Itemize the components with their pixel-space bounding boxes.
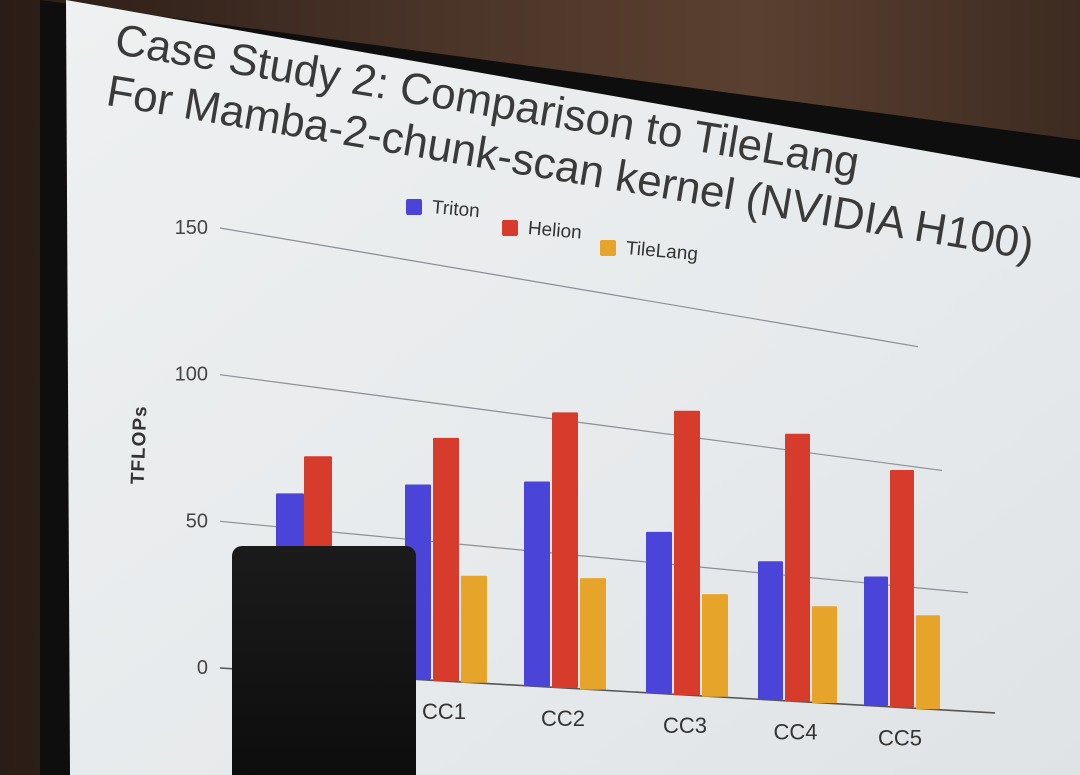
y-tick-label-150: 150 — [175, 217, 208, 239]
bar-triton-CC5 — [864, 576, 888, 707]
bar-triton-CC2 — [524, 481, 550, 687]
gridline-100 — [219, 374, 943, 472]
legend-swatch-tilelang — [600, 240, 616, 256]
bar-tilelang-CC3 — [702, 594, 728, 697]
bar-helion-CC4 — [785, 433, 810, 702]
legend-swatch-helion — [502, 220, 518, 236]
bar-tilelang-CC4 — [812, 606, 837, 704]
bar-helion-CC3 — [674, 410, 700, 696]
x-tick-label-CC5: CC5 — [878, 725, 922, 750]
y-axis-label: TFLOPs — [128, 405, 152, 485]
gridline-150 — [219, 227, 919, 348]
bar-helion-CC2 — [552, 412, 578, 689]
x-tick-label-CC2: CC2 — [541, 706, 585, 731]
bar-helion-CC1 — [433, 437, 459, 682]
legend-swatch-triton — [406, 199, 422, 215]
bar-triton-CC4 — [758, 561, 783, 700]
legend-label-tilelang: TileLang — [625, 238, 699, 265]
bar-triton-CC3 — [646, 531, 672, 694]
bar-tilelang-CC2 — [580, 578, 606, 690]
y-tick-label-100: 100 — [175, 364, 208, 386]
legend-label-triton: Triton — [431, 197, 481, 222]
x-tick-label-CC3: CC3 — [663, 713, 707, 738]
y-tick-label-50: 50 — [186, 510, 208, 532]
bar-helion-CC5 — [890, 469, 914, 708]
podium — [232, 546, 416, 775]
legend-label-helion: Helion — [527, 218, 583, 244]
x-tick-label-CC4: CC4 — [773, 719, 817, 744]
x-tick-label-CC1: CC1 — [422, 699, 466, 724]
y-tick-label-0: 0 — [197, 657, 208, 679]
bar-tilelang-CC1 — [461, 575, 487, 683]
bar-tilelang-CC5 — [916, 615, 940, 710]
gridline-50 — [219, 520, 969, 594]
